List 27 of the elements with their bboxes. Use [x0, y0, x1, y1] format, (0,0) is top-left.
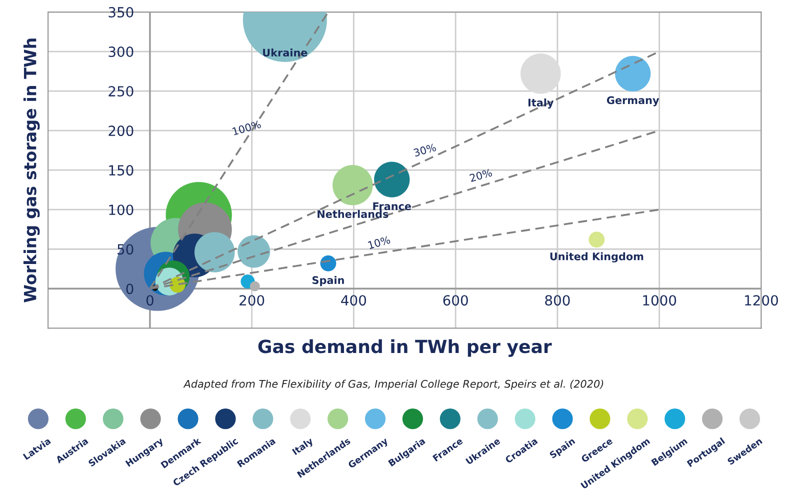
annotation: Netherlands — [318, 210, 388, 218]
x-tick-label: 600 — [443, 295, 468, 306]
x-tick-label: 0 — [146, 295, 154, 306]
y-tick-label: 350 — [108, 6, 134, 18]
annotation: Ukraine — [263, 48, 308, 57]
x-tick-label: 200 — [240, 295, 264, 306]
annotation: United Kingdom — [550, 252, 644, 262]
x-tick-label: 400 — [341, 295, 366, 306]
y-tick-label: 200 — [108, 126, 134, 136]
y-tick-label: 300 — [108, 46, 134, 58]
y-tick-label: 250 — [108, 86, 134, 97]
annotation: Germany — [606, 96, 660, 106]
y-axis-title: Working gas storage in TWh — [23, 38, 40, 302]
x-tick-label: 1000 — [643, 295, 676, 306]
annotation: 10% — [368, 236, 391, 250]
annotation: 20% — [469, 168, 492, 182]
annotation: Spain — [312, 276, 344, 286]
x-tick-label: 1200 — [745, 295, 778, 306]
text: Adapted from The Flexibility of Gas, Imperial College Report, Speirs et al. (2020) — [183, 380, 604, 390]
annotation: France — [373, 202, 412, 210]
y-tick-label: 0 — [126, 284, 134, 294]
annotation: 30% — [413, 143, 436, 157]
x-axis-title: Gas demand in TWh per year — [258, 339, 552, 357]
y-tick-label: 100 — [109, 204, 134, 216]
annotation: 100% — [232, 120, 262, 136]
x-tick-label: 800 — [545, 295, 570, 306]
y-tick-label: 150 — [109, 165, 134, 176]
